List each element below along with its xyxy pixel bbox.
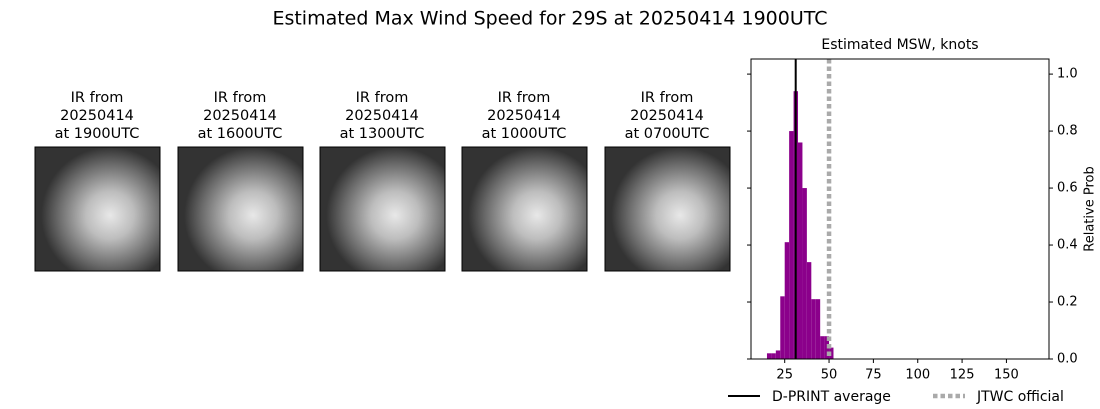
panel-title: 20250414 <box>345 108 419 124</box>
bar <box>806 262 812 359</box>
panel-title: at 0700UTC <box>625 126 710 142</box>
chart-title: Estimated MSW, knots <box>821 37 978 53</box>
panel-title: at 1300UTC <box>340 126 425 142</box>
bar <box>780 296 785 359</box>
bar <box>802 188 807 359</box>
x-tick-label: 100 <box>905 368 930 383</box>
bar <box>820 336 825 359</box>
y-tick-label: 0.2 <box>1057 295 1078 310</box>
bar <box>815 299 821 359</box>
bar <box>771 353 776 359</box>
panel-title: 20250414 <box>630 108 704 124</box>
bar <box>789 131 794 359</box>
y-tick-label: 0.8 <box>1057 124 1078 139</box>
y-tick-label: 1.0 <box>1057 67 1078 82</box>
panel-title: at 1000UTC <box>482 126 567 142</box>
ir-image <box>461 146 588 272</box>
legend-label: JTWC official <box>976 389 1064 405</box>
panel-title: IR from <box>356 90 409 106</box>
panel-title: IR from <box>641 90 694 106</box>
bar <box>798 142 803 359</box>
bar <box>775 350 781 359</box>
panel-title: at 1900UTC <box>55 126 140 142</box>
ir-image <box>604 146 731 272</box>
panel-title: 20250414 <box>487 108 561 124</box>
bar <box>766 353 772 359</box>
plot-frame <box>750 58 1050 360</box>
y-axis-label: Relative Prob <box>1083 166 1098 251</box>
x-tick-label: 150 <box>994 368 1019 383</box>
y-tick-label: 0.4 <box>1057 238 1078 253</box>
panel-title: 20250414 <box>60 108 134 124</box>
legend-label: D-PRINT average <box>772 389 891 405</box>
panel-title: IR from <box>71 90 124 106</box>
panel-title: IR from <box>214 90 267 106</box>
y-tick-label: 0.6 <box>1057 181 1078 196</box>
ir-image <box>177 146 304 272</box>
bar <box>811 299 816 359</box>
y-tick-label: 0.0 <box>1057 352 1078 367</box>
ir-image <box>34 146 161 272</box>
x-tick-label: 75 <box>865 368 882 383</box>
panel-title: 20250414 <box>203 108 277 124</box>
ir-image <box>319 146 446 272</box>
x-tick-label: 125 <box>950 368 975 383</box>
panel-title: at 1600UTC <box>198 126 283 142</box>
bar <box>784 242 790 359</box>
x-tick-label: 25 <box>776 368 793 383</box>
panel-title: IR from <box>498 90 551 106</box>
x-tick-label: 50 <box>821 368 838 383</box>
figure-title: Estimated Max Wind Speed for 29S at 2025… <box>272 8 827 30</box>
